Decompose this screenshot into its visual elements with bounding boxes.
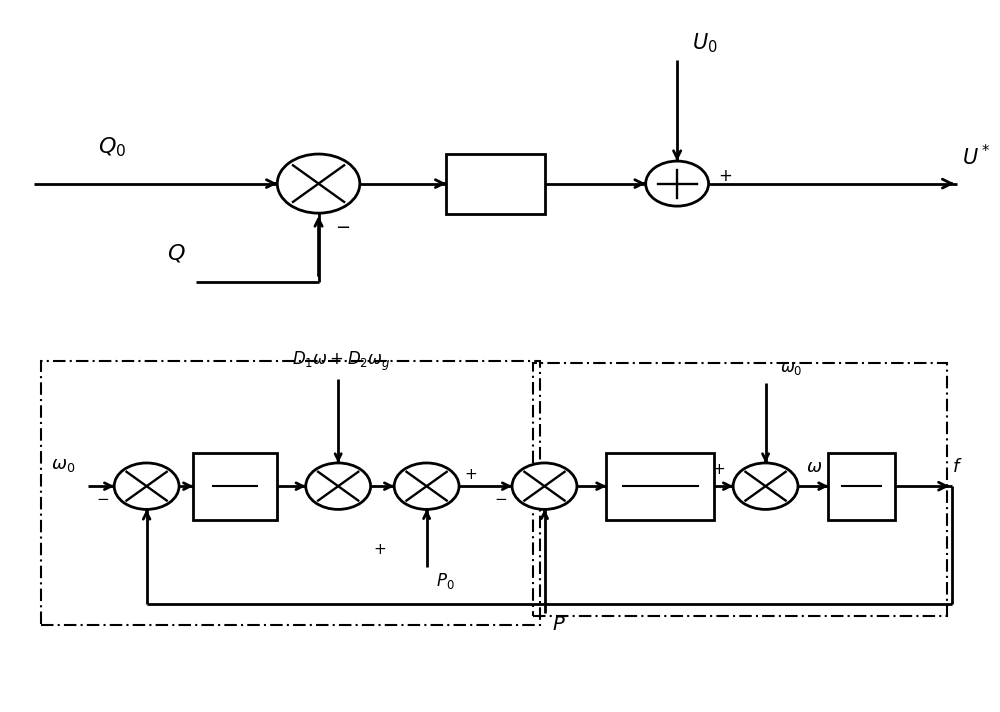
Bar — [41, 361, 540, 625]
Bar — [446, 154, 545, 214]
Text: $Q_0$: $Q_0$ — [98, 135, 126, 159]
Circle shape — [114, 463, 179, 509]
Text: $\omega_0$: $\omega_0$ — [780, 360, 803, 377]
Text: $n$: $n$ — [487, 172, 503, 195]
Text: $m$: $m$ — [227, 491, 244, 508]
Circle shape — [733, 463, 798, 509]
Text: $+$: $+$ — [712, 463, 725, 477]
Text: $-$: $-$ — [335, 216, 350, 235]
Text: $\omega$: $\omega$ — [806, 458, 822, 476]
Circle shape — [277, 154, 360, 213]
Bar — [533, 363, 947, 617]
Text: $-$: $-$ — [494, 491, 507, 505]
Text: $P_0$: $P_0$ — [436, 570, 455, 591]
Text: $1$: $1$ — [229, 466, 241, 483]
Text: $J\omega_0 s$: $J\omega_0 s$ — [644, 491, 677, 508]
Bar — [606, 453, 714, 520]
Circle shape — [394, 463, 459, 509]
Text: $U_0$: $U_0$ — [692, 31, 718, 55]
Text: $U^*$: $U^*$ — [962, 145, 991, 169]
Circle shape — [306, 463, 371, 509]
Text: $P$: $P$ — [552, 617, 566, 634]
Text: $Q$: $Q$ — [167, 243, 186, 265]
Text: $+$: $+$ — [464, 468, 477, 481]
Bar — [828, 453, 895, 520]
Text: $-$: $-$ — [96, 491, 109, 505]
Circle shape — [512, 463, 577, 509]
Text: $+$: $+$ — [373, 543, 386, 557]
Text: $\omega_0$: $\omega_0$ — [51, 456, 75, 473]
Circle shape — [646, 161, 709, 206]
Text: $1$: $1$ — [655, 465, 666, 482]
Bar — [193, 453, 277, 520]
Text: $s$: $s$ — [857, 491, 867, 508]
Text: $f$: $f$ — [952, 458, 963, 476]
Text: $1$: $1$ — [856, 466, 867, 483]
Text: $+$: $+$ — [718, 168, 733, 185]
Text: $D_1\omega+D_2\omega_g$: $D_1\omega+D_2\omega_g$ — [292, 350, 390, 373]
